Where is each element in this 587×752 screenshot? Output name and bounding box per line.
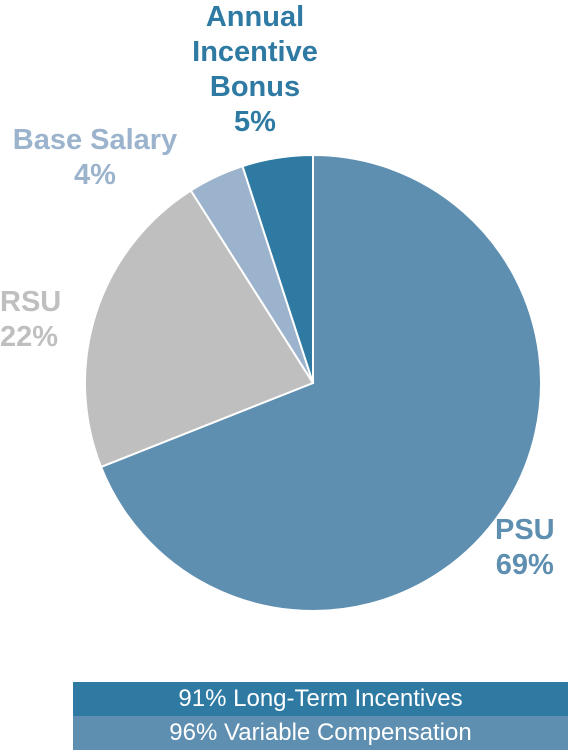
slice-name-line: Annual	[205, 1, 305, 33]
slice-name-line: PSU	[495, 514, 555, 546]
slice-label-psu: PSU 69%	[495, 513, 555, 583]
slice-percent: 4%	[74, 159, 116, 191]
slice-name-line: Incentive	[192, 36, 318, 68]
footer-long-term-incentives: 91% Long-Term Incentives	[73, 682, 568, 716]
pie-slice-aib	[241, 153, 314, 384]
slice-percent: 22%	[0, 321, 59, 353]
slice-name-line: RSU	[0, 286, 62, 318]
slice-percent: 69%	[495, 549, 554, 581]
slice-label-base-salary: Base Salary 4%	[0, 123, 190, 193]
slice-percent: 5%	[234, 106, 276, 138]
footer-variable-compensation: 96% Variable Compensation	[73, 716, 568, 750]
slice-label-rsu: RSU 22%	[0, 285, 61, 355]
slice-label-annual-incentive-bonus: Annual Incentive Bonus 5%	[140, 0, 370, 140]
slice-name-line: Base Salary	[12, 124, 178, 156]
slice-name-line: Bonus	[209, 71, 301, 103]
pie-slice-rsu	[84, 189, 315, 469]
pie-slice-psu	[99, 153, 542, 612]
